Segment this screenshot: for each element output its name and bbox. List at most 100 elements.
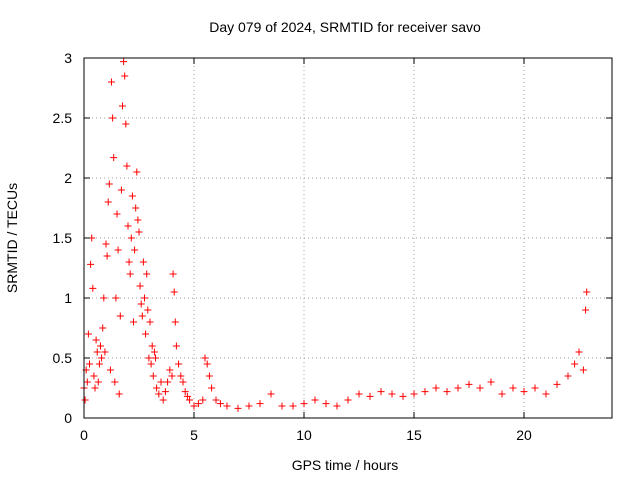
data-point — [122, 120, 130, 128]
y-tick-label: 2.5 — [53, 110, 73, 126]
data-point — [152, 354, 159, 362]
data-point — [99, 324, 107, 332]
data-point — [147, 360, 155, 368]
y-tick-label: 0.5 — [53, 350, 73, 366]
data-point — [216, 400, 224, 408]
data-point — [124, 222, 132, 230]
data-point — [166, 366, 174, 374]
data-point — [141, 294, 148, 302]
data-points — [80, 58, 591, 412]
data-point — [199, 396, 207, 404]
data-point — [100, 294, 108, 302]
data-point — [115, 390, 123, 398]
data-point — [144, 306, 152, 314]
data-point — [205, 372, 213, 380]
data-point — [95, 360, 103, 368]
data-point — [131, 246, 139, 254]
data-point — [520, 388, 528, 396]
x-axis-label: GPS time / hours — [292, 457, 399, 473]
data-point — [454, 384, 462, 392]
data-point — [172, 342, 180, 350]
data-point — [179, 378, 187, 386]
data-point — [138, 312, 146, 320]
y-tick-label: 3 — [64, 50, 72, 66]
data-point — [203, 360, 211, 368]
data-point — [110, 154, 118, 162]
data-point — [366, 392, 374, 400]
data-point — [161, 388, 169, 396]
data-point — [149, 372, 157, 380]
data-point — [164, 378, 172, 386]
data-point — [155, 390, 163, 398]
data-point — [171, 318, 179, 326]
data-point — [89, 284, 97, 292]
data-point — [92, 336, 100, 344]
data-point — [128, 192, 136, 200]
data-point — [116, 312, 124, 320]
data-point — [377, 388, 385, 396]
data-point — [83, 378, 91, 386]
data-point — [289, 402, 297, 410]
y-axis-ticks: 0 0.5 1 1.5 2 2.5 3 — [53, 50, 612, 426]
data-point — [186, 396, 194, 404]
data-point — [234, 404, 242, 412]
data-point — [223, 402, 231, 410]
data-point — [146, 318, 154, 326]
data-point — [142, 330, 150, 338]
data-point — [333, 402, 341, 410]
data-point — [443, 388, 451, 396]
data-point — [109, 114, 117, 122]
data-point — [212, 396, 220, 404]
data-point — [108, 78, 115, 86]
data-point — [183, 392, 191, 400]
data-point — [86, 360, 93, 368]
x-axis-ticks: 0 5 10 15 20 — [80, 58, 532, 443]
data-point — [208, 384, 216, 392]
data-point — [132, 204, 140, 212]
y-tick-label: 1 — [64, 290, 72, 306]
x-tick-label: 15 — [406, 427, 422, 443]
data-point — [498, 390, 506, 398]
data-point — [117, 186, 125, 194]
x-tick-label: 5 — [190, 427, 198, 443]
data-point — [81, 396, 89, 404]
data-point — [136, 282, 144, 290]
data-point — [134, 216, 142, 224]
data-point — [575, 348, 583, 356]
data-point — [159, 396, 167, 404]
data-point — [322, 400, 330, 408]
data-point — [125, 258, 133, 266]
data-point — [571, 360, 579, 368]
x-tick-label: 10 — [296, 427, 312, 443]
data-point — [123, 162, 131, 170]
data-point — [97, 342, 104, 350]
data-point — [94, 378, 102, 386]
data-point — [201, 354, 209, 362]
data-point — [169, 270, 177, 278]
data-point — [355, 390, 363, 398]
data-point — [564, 372, 572, 380]
y-tick-label: 1.5 — [53, 230, 73, 246]
data-point — [111, 378, 119, 386]
data-point — [139, 258, 147, 266]
data-point — [300, 400, 308, 408]
data-point — [137, 300, 145, 308]
data-point — [465, 380, 473, 388]
y-tick-label: 0 — [64, 410, 72, 426]
data-point — [476, 384, 484, 392]
data-point — [245, 402, 253, 410]
data-point — [87, 260, 95, 268]
data-point — [112, 294, 120, 302]
grid-lines — [84, 58, 612, 418]
data-point — [93, 348, 101, 356]
data-point — [103, 252, 111, 260]
data-point — [432, 384, 440, 392]
data-point — [509, 384, 517, 392]
data-point — [127, 234, 135, 242]
data-point — [170, 288, 178, 296]
data-point — [583, 288, 591, 296]
data-point — [582, 306, 590, 314]
y-tick-label: 2 — [64, 170, 72, 186]
data-point — [120, 58, 128, 66]
data-point — [194, 400, 202, 408]
